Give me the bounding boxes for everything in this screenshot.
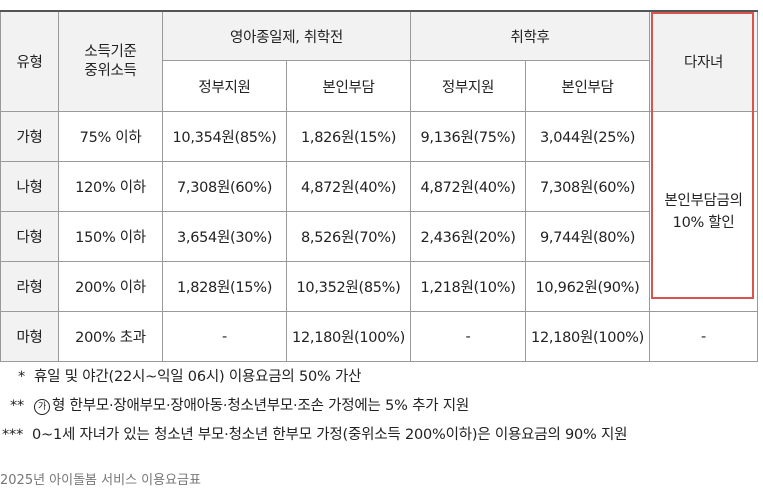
row-post-gov: 1,218원(10%) [410, 261, 527, 312]
row-post-gov: - [410, 311, 527, 362]
row-income: 120% 이하 [58, 161, 163, 212]
header-post-gov: 정부지원 [410, 60, 527, 112]
row-type: 나형 [0, 161, 59, 212]
table-row: 마형 200% 초과 - 12,180원(100%) - 12,180원(100… [0, 311, 759, 362]
row-pre-self: 8,526원(70%) [285, 211, 412, 262]
note-mark: *** [2, 427, 24, 443]
row-pre-gov: - [162, 311, 287, 362]
multi-child-discount: 본인부담금의 10% 할인 [649, 111, 759, 312]
row-post-self: 7,308원(60%) [525, 161, 651, 212]
row-pre-self: 12,180원(100%) [285, 311, 412, 362]
row-pre-self: 10,352원(85%) [285, 261, 412, 312]
row-income: 75% 이하 [58, 111, 163, 162]
row-post-self: 10,962원(90%) [525, 261, 651, 312]
header-type: 유형 [0, 10, 59, 112]
row-type: 마형 [0, 311, 59, 362]
note-mark: ** [10, 398, 25, 414]
note-text: 형 한부모·장애부모·장애아동·청소년부모·조손 가정에는 5% 추가 지원 [52, 398, 470, 414]
header-pre-self: 본인부담 [285, 60, 412, 112]
row-post-self: 3,044원(25%) [525, 111, 651, 162]
header-row-1: 유형 소득기준 중위소득 영아종일제, 취학전 취학후 다자녀 [0, 10, 759, 112]
caption: 2025년 아이돌봄 서비스 이용요금표 [0, 473, 201, 488]
header-after-school: 취학후 [410, 10, 651, 61]
multi-child-discount-line1: 본인부담금의 [664, 192, 743, 209]
header-income-line1: 소득기준 [84, 43, 137, 60]
row-post-gov: 4,872원(40%) [410, 161, 527, 212]
header-income-line2: 중위소득 [84, 62, 137, 79]
row-type: 가형 [0, 111, 59, 162]
note-holiday: * 휴일 및 야간(22시~익일 06시) 이용요금의 50% 가산 [8, 365, 361, 386]
row-income: 200% 초과 [58, 311, 163, 362]
row-post-gov: 2,436원(20%) [410, 211, 527, 262]
header-row-2: 정부지원 본인부담 정부지원 본인부담 [1, 60, 758, 112]
circled-ga-icon: 가 [34, 399, 50, 415]
header-income: 소득기준 중위소득 [58, 10, 163, 112]
row-post-self: 12,180원(100%) [525, 311, 651, 362]
row-pre-self: 1,826원(15%) [285, 111, 412, 162]
table-row: 가형 75% 이하 10,354원(85%) 1,826원(15%) 9,136… [0, 111, 759, 312]
row-pre-gov: 7,308원(60%) [162, 161, 287, 212]
row-pre-gov: 1,828원(15%) [162, 261, 287, 312]
multi-child-discount-line2: 10% 할인 [672, 214, 735, 231]
note-teen-parent: *** 0~1세 자녀가 있는 청소년 부모·청소년 한부모 가정(중위소득 20… [2, 423, 628, 444]
header-post-self: 본인부담 [525, 60, 651, 112]
row-post-self: 9,744원(80%) [525, 211, 651, 262]
row-pre-gov: 10,354원(85%) [162, 111, 287, 162]
row-pre-gov: 3,654원(30%) [162, 211, 287, 262]
row-type: 라형 [0, 261, 59, 312]
table-row: 라형 200% 이하 1,828원(15%) 10,352원(85%) 1,21… [0, 261, 758, 312]
header-multi-child: 다자녀 [649, 10, 759, 112]
row-type: 다형 [0, 211, 59, 262]
table-row: 나형 120% 이하 7,308원(60%) 4,872원(40%) 4,872… [0, 161, 758, 212]
fee-table: 유형 소득기준 중위소득 영아종일제, 취학전 취학후 다자녀 정부지원 본인부… [0, 10, 759, 362]
header-before-school: 영아종일제, 취학전 [161, 10, 412, 61]
note-text: 0~1세 자녀가 있는 청소년 부모·청소년 한부모 가정(중위소득 200%이… [32, 427, 628, 443]
row-multi: - [649, 311, 759, 362]
table-row: 다형 150% 이하 3,654원(30%) 8,526원(70%) 2,436… [0, 211, 758, 262]
row-income: 150% 이하 [58, 211, 163, 262]
row-income: 200% 이하 [58, 261, 163, 312]
note-single-parent: ** 가 형 한부모·장애부모·장애아동·청소년부모·조손 가정에는 5% 추가 지… [8, 394, 469, 415]
header-pre-gov: 정부지원 [162, 60, 287, 112]
note-text: 휴일 및 야간(22시~익일 06시) 이용요금의 50% 가산 [34, 369, 362, 385]
row-post-gov: 9,136원(75%) [410, 111, 527, 162]
row-pre-self: 4,872원(40%) [285, 161, 412, 212]
note-mark: * [18, 369, 26, 385]
